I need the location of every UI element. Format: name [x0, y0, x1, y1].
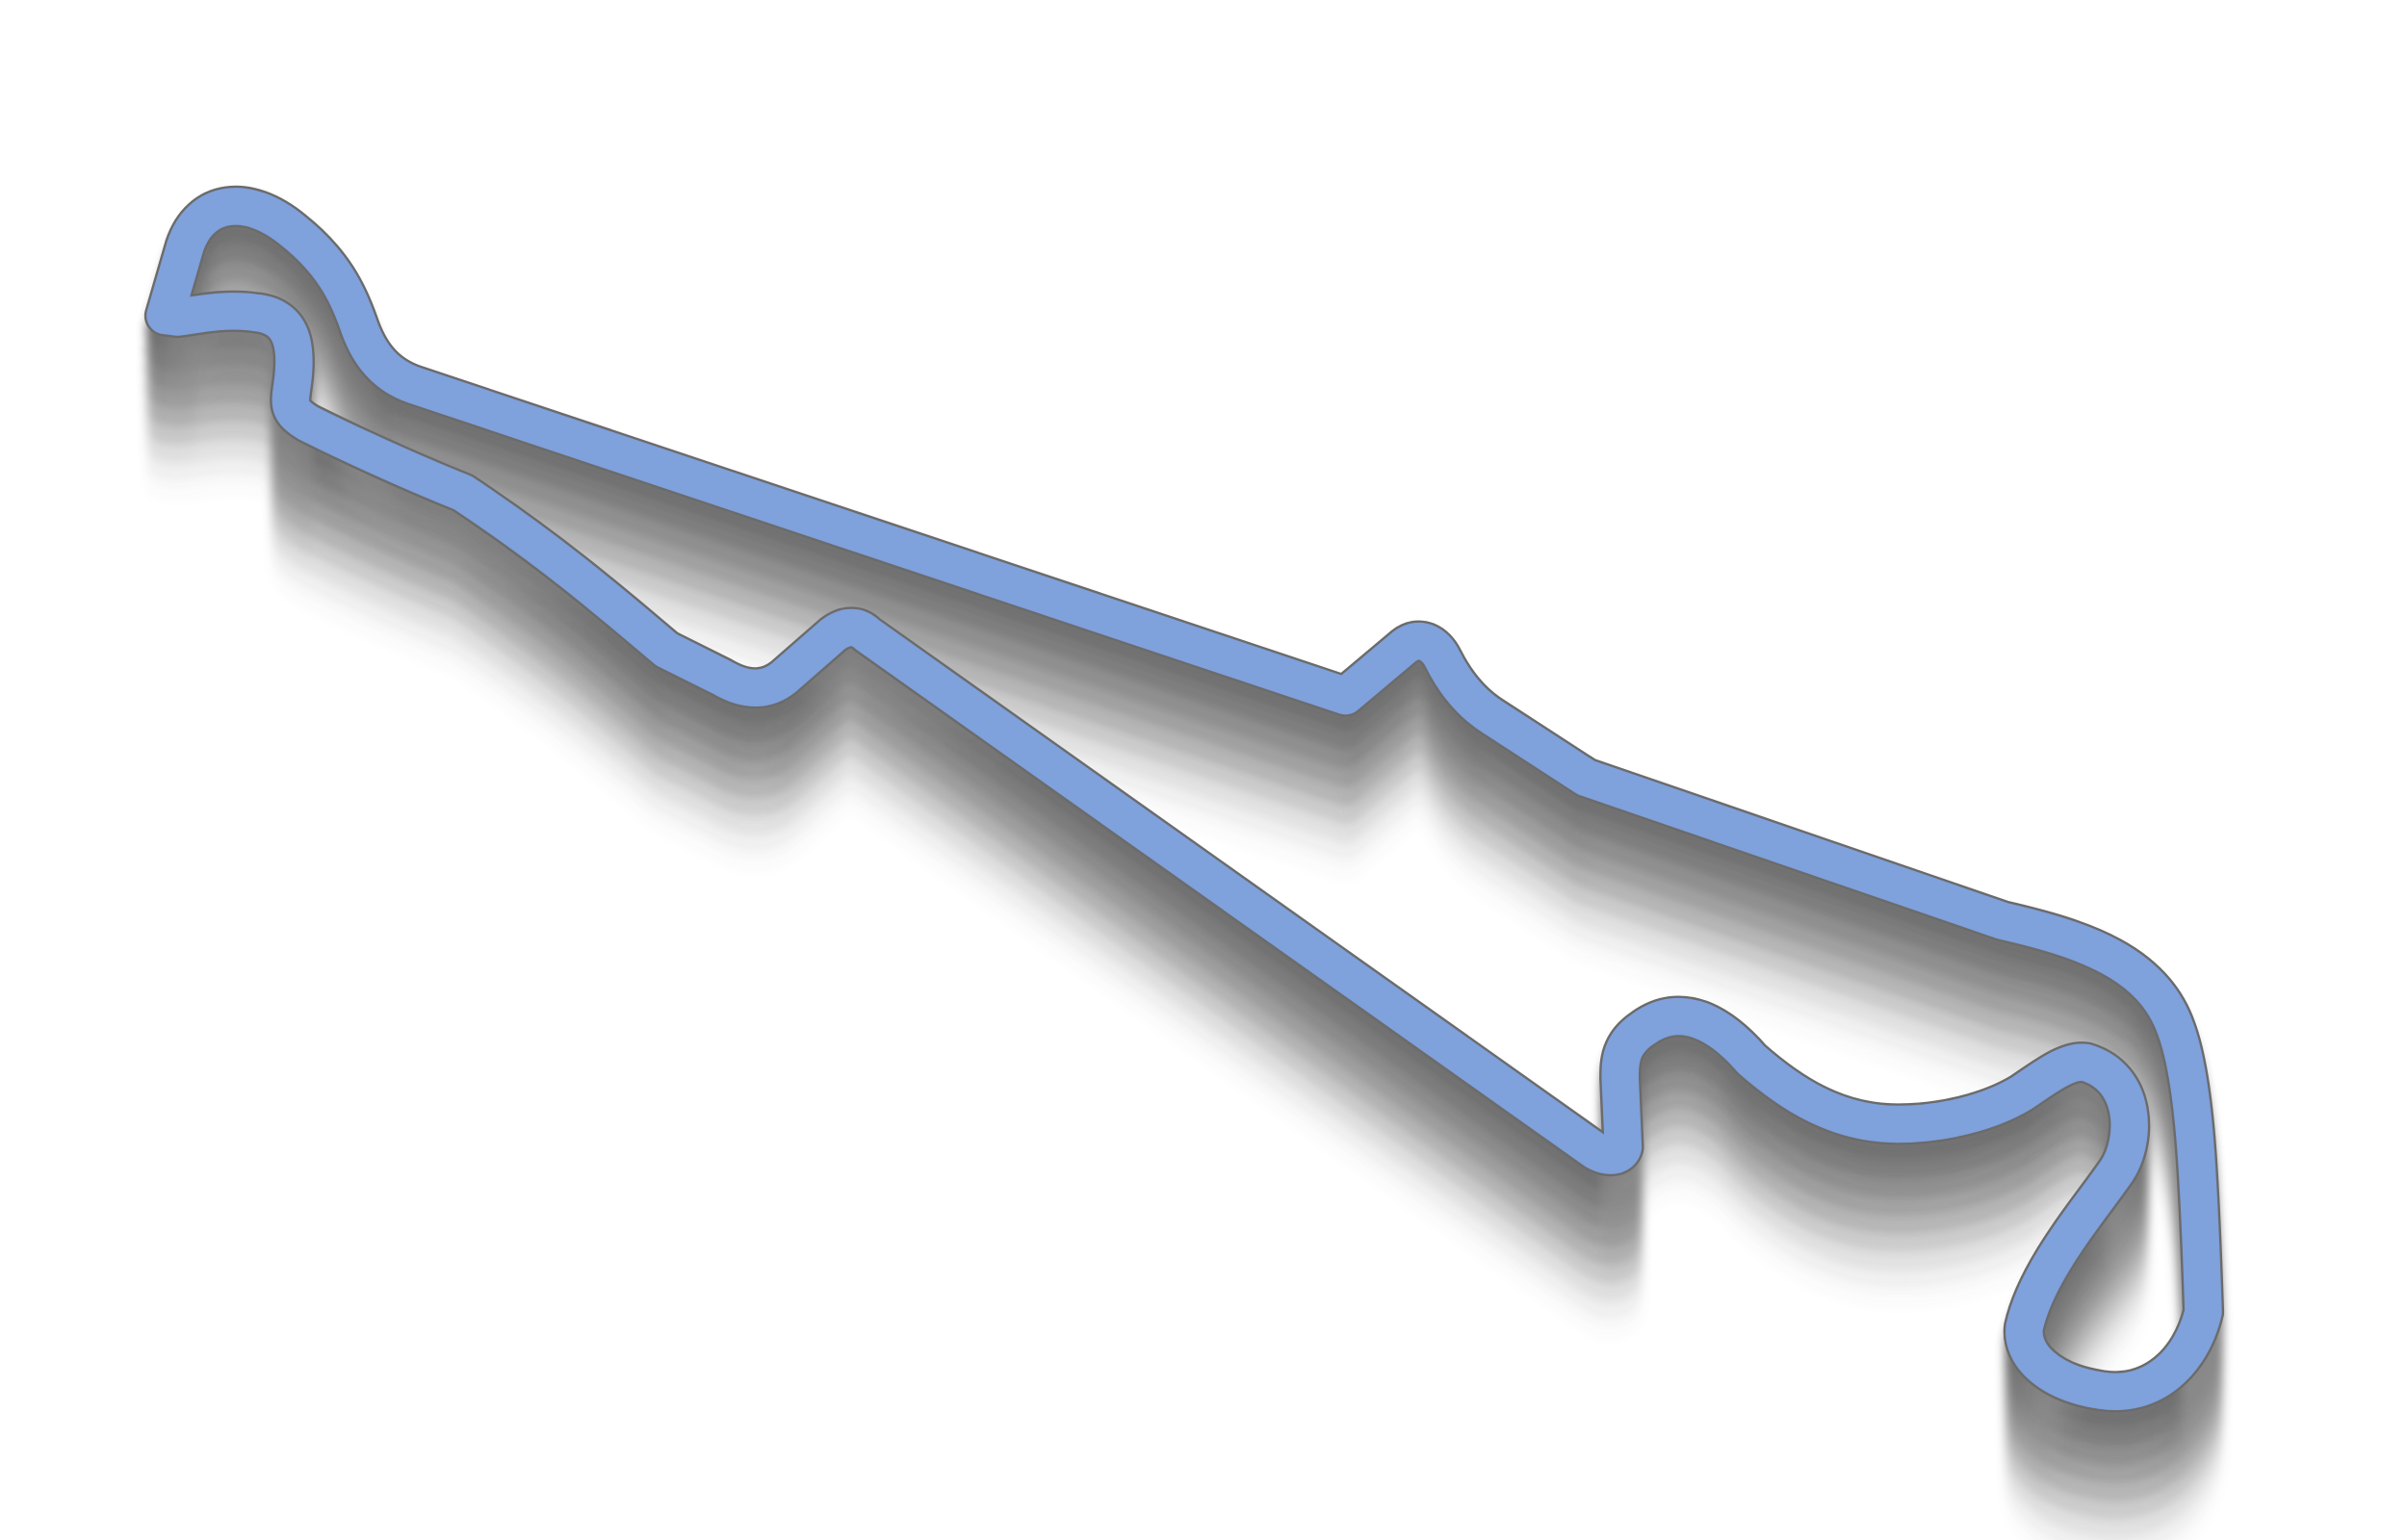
circuit-map	[0, 0, 2407, 1540]
